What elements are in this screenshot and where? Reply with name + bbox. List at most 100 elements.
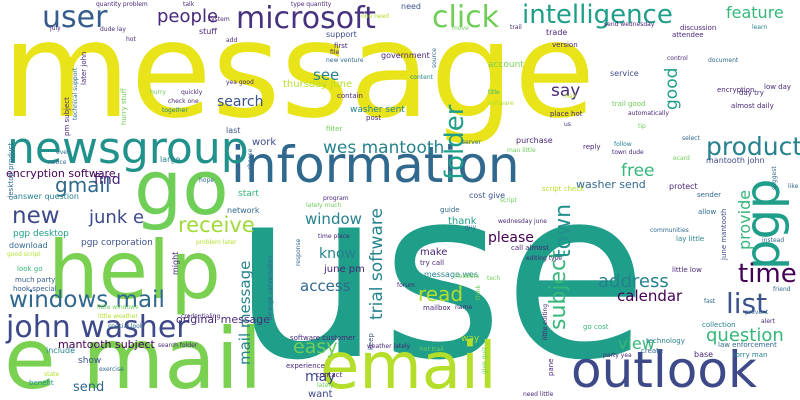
cloud-word-like: like bbox=[788, 183, 799, 190]
cloud-word-start: start bbox=[238, 189, 259, 199]
cloud-word-contact: contact bbox=[316, 371, 343, 379]
cloud-word-quantity-problem: quantity problem bbox=[96, 1, 148, 8]
cloud-word-quickly: quickly bbox=[181, 89, 203, 96]
cloud-word-collection: collection bbox=[702, 321, 736, 329]
cloud-word-new: new bbox=[12, 203, 60, 229]
cloud-word-document: document bbox=[708, 57, 739, 64]
cloud-word-way: way bbox=[461, 334, 480, 344]
cloud-word-dude-lay: dude lay bbox=[100, 26, 126, 33]
cloud-word-little-weather: little weather bbox=[98, 313, 138, 320]
cloud-word-washer-send: washer send bbox=[576, 178, 646, 191]
cloud-word-mail: mail bbox=[563, 93, 576, 100]
cloud-word-mailbox: mailbox bbox=[423, 304, 451, 312]
cloud-word-script: script bbox=[500, 197, 517, 204]
cloud-word-title: title bbox=[488, 89, 500, 96]
cloud-word-pane: pane bbox=[547, 358, 555, 376]
cloud-word-select: select bbox=[682, 135, 700, 142]
cloud-word-response: response bbox=[295, 238, 302, 266]
cloud-word-much-party: much party bbox=[15, 276, 56, 284]
cloud-word-filter: filter bbox=[326, 125, 343, 133]
cloud-word-wednesday-june: wednesday june bbox=[498, 218, 547, 225]
cloud-word-feature: feature bbox=[726, 3, 784, 22]
cloud-word-give-quiz: give quiz bbox=[481, 346, 488, 374]
cloud-word-account: account bbox=[488, 60, 524, 70]
cloud-word-search: search bbox=[217, 94, 264, 110]
cloud-word-move: move bbox=[452, 25, 469, 32]
cloud-word-large: large bbox=[160, 155, 181, 164]
cloud-word-go-cost: go cost bbox=[583, 323, 609, 331]
cloud-word-post: post bbox=[366, 114, 382, 122]
cloud-word-pgp-desktop: pgp desktop bbox=[13, 229, 69, 239]
cloud-word-technical-support: technical support bbox=[72, 67, 79, 120]
cloud-word-lately: lately bbox=[317, 382, 334, 389]
cloud-word-talk: talk bbox=[183, 1, 195, 8]
cloud-word-little-low: little low bbox=[672, 266, 702, 274]
cloud-word-later-john: later john bbox=[80, 51, 88, 86]
cloud-word-low-day: low day bbox=[764, 83, 792, 91]
cloud-word-notice: notice bbox=[48, 159, 67, 166]
cloud-word-problem-later: problem later bbox=[196, 239, 237, 246]
cloud-word-day-try: day try bbox=[739, 89, 764, 97]
cloud-word-please: please bbox=[488, 230, 534, 246]
cloud-word-provide: provide bbox=[735, 189, 754, 250]
cloud-word-view: view bbox=[618, 334, 655, 353]
cloud-word-ecard: ecard bbox=[673, 155, 690, 162]
cloud-word-forum: forum bbox=[397, 282, 415, 289]
cloud-word-message-wes: message wes bbox=[424, 270, 479, 279]
cloud-word-yea-good: yea good bbox=[226, 79, 254, 86]
cloud-word-script-check: script check bbox=[542, 185, 585, 193]
cloud-word-program: program bbox=[323, 195, 349, 202]
cloud-word-product: product bbox=[706, 132, 800, 161]
cloud-word-help: help bbox=[48, 224, 221, 317]
cloud-word-good: good bbox=[662, 67, 682, 110]
cloud-word-editing-type: editing type bbox=[526, 255, 563, 262]
cloud-word-law-enforcement: law enforcement bbox=[718, 341, 777, 349]
cloud-word-tech: tech bbox=[487, 275, 501, 282]
cloud-word-town: town bbox=[551, 203, 576, 258]
cloud-word-junk-e: junk e bbox=[89, 207, 145, 228]
cloud-word-need: need bbox=[401, 2, 421, 11]
cloud-word-send-wednesday: send wednesday bbox=[604, 21, 655, 28]
cloud-word-answer-question: answer question bbox=[13, 192, 79, 201]
cloud-word-first: first bbox=[334, 42, 348, 50]
cloud-word-system: system bbox=[208, 16, 230, 23]
cloud-word-state: state bbox=[44, 371, 60, 378]
cloud-word-name: name bbox=[455, 304, 473, 311]
cloud-word-e-mail: e mail bbox=[4, 310, 263, 400]
cloud-word-allow: allow bbox=[698, 208, 717, 216]
cloud-word-search-folder: search folder bbox=[158, 342, 198, 349]
cloud-word-fast: fast bbox=[704, 298, 716, 305]
cloud-word-benefit: benefit bbox=[29, 379, 54, 387]
cloud-word-look-go: look go bbox=[17, 265, 43, 273]
cloud-word-contain: contain bbox=[337, 92, 363, 100]
cloud-word-even: even bbox=[56, 149, 71, 156]
cloud-word-type-quantity: type quantity bbox=[291, 1, 332, 8]
cloud-word-control: control bbox=[667, 55, 688, 62]
cloud-word-encryption-software: encryption software bbox=[6, 167, 116, 180]
cloud-word-think: think bbox=[475, 284, 482, 300]
cloud-word-make: make bbox=[420, 247, 448, 258]
cloud-word-version: version bbox=[552, 41, 578, 49]
cloud-word-together: together bbox=[162, 107, 188, 114]
cloud-word-calendar: calendar bbox=[617, 287, 683, 305]
cloud-word-add: add bbox=[226, 37, 238, 44]
cloud-word-choose: choose bbox=[247, 148, 254, 170]
cloud-word-hot-trail: hot trail bbox=[420, 346, 444, 353]
cloud-word-party-yea: party yea bbox=[603, 352, 632, 359]
cloud-word-communities: communities bbox=[650, 227, 689, 234]
cloud-word-follow: follow bbox=[614, 141, 632, 148]
cloud-word-free: free bbox=[621, 161, 655, 181]
cloud-word-thank: thank bbox=[448, 216, 477, 227]
cloud-word-john-washer: john washer bbox=[6, 310, 189, 345]
cloud-word-content: content bbox=[410, 74, 433, 81]
cloud-word-hope: hope bbox=[199, 177, 214, 184]
cloud-word-hot: hot bbox=[126, 36, 136, 43]
cloud-word-experience: experience bbox=[286, 362, 325, 370]
cloud-word-discussion: discussion bbox=[680, 24, 717, 32]
cloud-word-last: last bbox=[226, 126, 241, 135]
cloud-word-information: information bbox=[231, 136, 520, 194]
cloud-word-check-one: check one bbox=[168, 98, 199, 105]
cloud-word-good-script: good script bbox=[7, 251, 41, 258]
cloud-word-receive: receive bbox=[178, 213, 255, 237]
cloud-word-microsoft: microsoft bbox=[236, 1, 376, 36]
